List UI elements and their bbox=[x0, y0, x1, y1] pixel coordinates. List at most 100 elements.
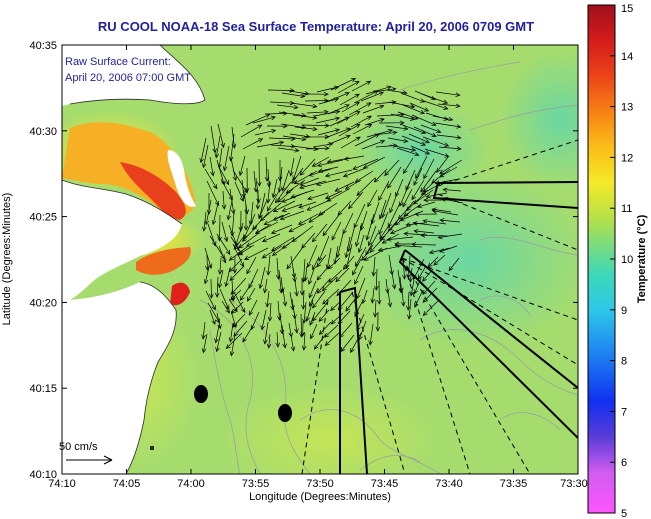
current-vector-arrow bbox=[222, 145, 230, 172]
current-vector-arrow bbox=[448, 257, 460, 272]
current-vector-arrow bbox=[228, 133, 235, 162]
current-vector-arrow bbox=[305, 145, 330, 151]
current-vector-arrow bbox=[422, 219, 447, 225]
x-tick-label: 73:40 bbox=[435, 478, 463, 490]
current-vector-arrow bbox=[325, 92, 350, 103]
current-vector-arrow bbox=[350, 115, 373, 128]
current-vector-arrow bbox=[308, 168, 332, 177]
current-vector-arrow bbox=[221, 221, 229, 243]
current-vector-arrow bbox=[357, 234, 365, 254]
current-vector-arrow bbox=[277, 166, 283, 193]
current-vector-arrow bbox=[361, 289, 368, 305]
current-vector-arrow bbox=[322, 214, 340, 237]
current-vector-arrow bbox=[374, 268, 379, 291]
current-vector-arrow bbox=[217, 257, 223, 275]
current-vector-arrow bbox=[356, 277, 366, 300]
current-vector-arrow bbox=[260, 309, 267, 331]
current-vector-arrow bbox=[272, 200, 296, 212]
depth-contour bbox=[199, 299, 261, 474]
current-vector-arrow bbox=[277, 188, 294, 203]
current-vector-arrow bbox=[201, 321, 206, 340]
scale-arrow bbox=[66, 455, 113, 465]
current-vector-arrow bbox=[411, 179, 425, 201]
current-vector-arrow bbox=[317, 166, 339, 173]
coastline-north bbox=[69, 45, 206, 105]
current-vector-arrow bbox=[300, 320, 306, 337]
current-vector-arrow bbox=[428, 247, 451, 255]
current-vector-arrow bbox=[386, 236, 414, 242]
warm-patch-bay bbox=[136, 247, 191, 275]
current-vector-arrow bbox=[214, 135, 221, 159]
current-vector-arrow bbox=[233, 320, 248, 337]
current-vector-arrow bbox=[411, 114, 437, 126]
current-vector-arrow bbox=[202, 211, 207, 232]
current-vector-arrow bbox=[229, 265, 245, 281]
current-vector-arrow bbox=[409, 102, 430, 112]
colorbar-tick-label: 7 bbox=[621, 406, 627, 418]
current-vector-arrow bbox=[289, 157, 295, 177]
current-vector-arrow bbox=[318, 321, 332, 335]
current-vector-arrow bbox=[281, 324, 287, 349]
current-vector-arrow bbox=[423, 158, 435, 180]
current-vector-arrow bbox=[221, 300, 230, 314]
scale-label: 50 cm/s bbox=[59, 441, 98, 453]
current-vector-arrow bbox=[243, 247, 269, 260]
current-vector-arrow bbox=[422, 287, 438, 303]
current-vector-arrow bbox=[248, 299, 258, 316]
x-tick-label: 73:30 bbox=[560, 478, 588, 490]
current-vector-arrow bbox=[246, 256, 257, 275]
current-vector-arrow bbox=[230, 289, 242, 301]
current-vector-arrow bbox=[403, 157, 414, 174]
coastline-west bbox=[62, 179, 183, 225]
current-vector-arrow bbox=[422, 136, 450, 147]
current-vector-arrow bbox=[367, 225, 377, 247]
current-vector-arrow bbox=[405, 191, 427, 212]
current-vector-arrow bbox=[294, 126, 318, 132]
current-vector-arrow bbox=[313, 333, 327, 350]
current-vector-arrow bbox=[353, 90, 379, 104]
current-vector-arrow bbox=[341, 101, 361, 113]
current-vector-arrow bbox=[277, 159, 283, 182]
current-vector-arrow bbox=[365, 213, 375, 241]
x-tick-label: 74:10 bbox=[48, 478, 76, 490]
current-vector-arrow bbox=[437, 103, 461, 109]
current-vector-arrow bbox=[363, 247, 388, 261]
current-vector-arrow bbox=[312, 256, 320, 271]
colorbar-label: Temperature (°C) bbox=[636, 214, 648, 303]
current-vector-arrow bbox=[304, 98, 329, 103]
cool-water-region-northeast bbox=[500, 50, 578, 190]
y-tick-label: 40:10 bbox=[29, 469, 57, 481]
x-tick-label: 74:00 bbox=[177, 478, 205, 490]
current-vector-arrow bbox=[230, 157, 238, 182]
depth-contour bbox=[419, 329, 578, 396]
current-vector-arrow bbox=[214, 324, 220, 344]
current-vector-arrow bbox=[311, 223, 328, 243]
current-vector-arrow bbox=[412, 189, 434, 205]
current-vector-arrow bbox=[362, 156, 386, 169]
current-vector-arrow bbox=[224, 267, 231, 288]
current-vector-arrow bbox=[265, 290, 270, 308]
current-vector-arrow bbox=[413, 167, 423, 186]
current-vector-arrow bbox=[339, 93, 360, 106]
current-vector-arrow bbox=[302, 91, 329, 97]
current-vector-arrow bbox=[201, 333, 208, 354]
current-vector-arrow bbox=[307, 268, 315, 285]
current-vector-arrow bbox=[316, 266, 329, 281]
current-vector-arrow bbox=[350, 332, 362, 354]
warmer-water-region-south bbox=[220, 385, 440, 474]
current-vector-arrow bbox=[374, 100, 397, 105]
x-tick-label: 73:55 bbox=[242, 478, 270, 490]
hot-patch-northwest bbox=[120, 162, 186, 220]
colorbar-tick-label: 13 bbox=[621, 102, 633, 114]
current-vector-arrow bbox=[242, 225, 258, 242]
current-vector-arrow bbox=[220, 178, 233, 201]
current-vector-arrow bbox=[361, 139, 386, 150]
current-vector-arrow bbox=[405, 291, 411, 311]
current-vector-arrow bbox=[312, 302, 328, 322]
current-vector-arrow bbox=[286, 246, 304, 270]
current-vector-arrow bbox=[384, 159, 400, 177]
current-vector-arrow bbox=[294, 279, 299, 297]
current-vector-arrow bbox=[345, 298, 356, 312]
current-vector-arrow bbox=[228, 246, 248, 261]
current-vector-arrow bbox=[356, 177, 376, 196]
